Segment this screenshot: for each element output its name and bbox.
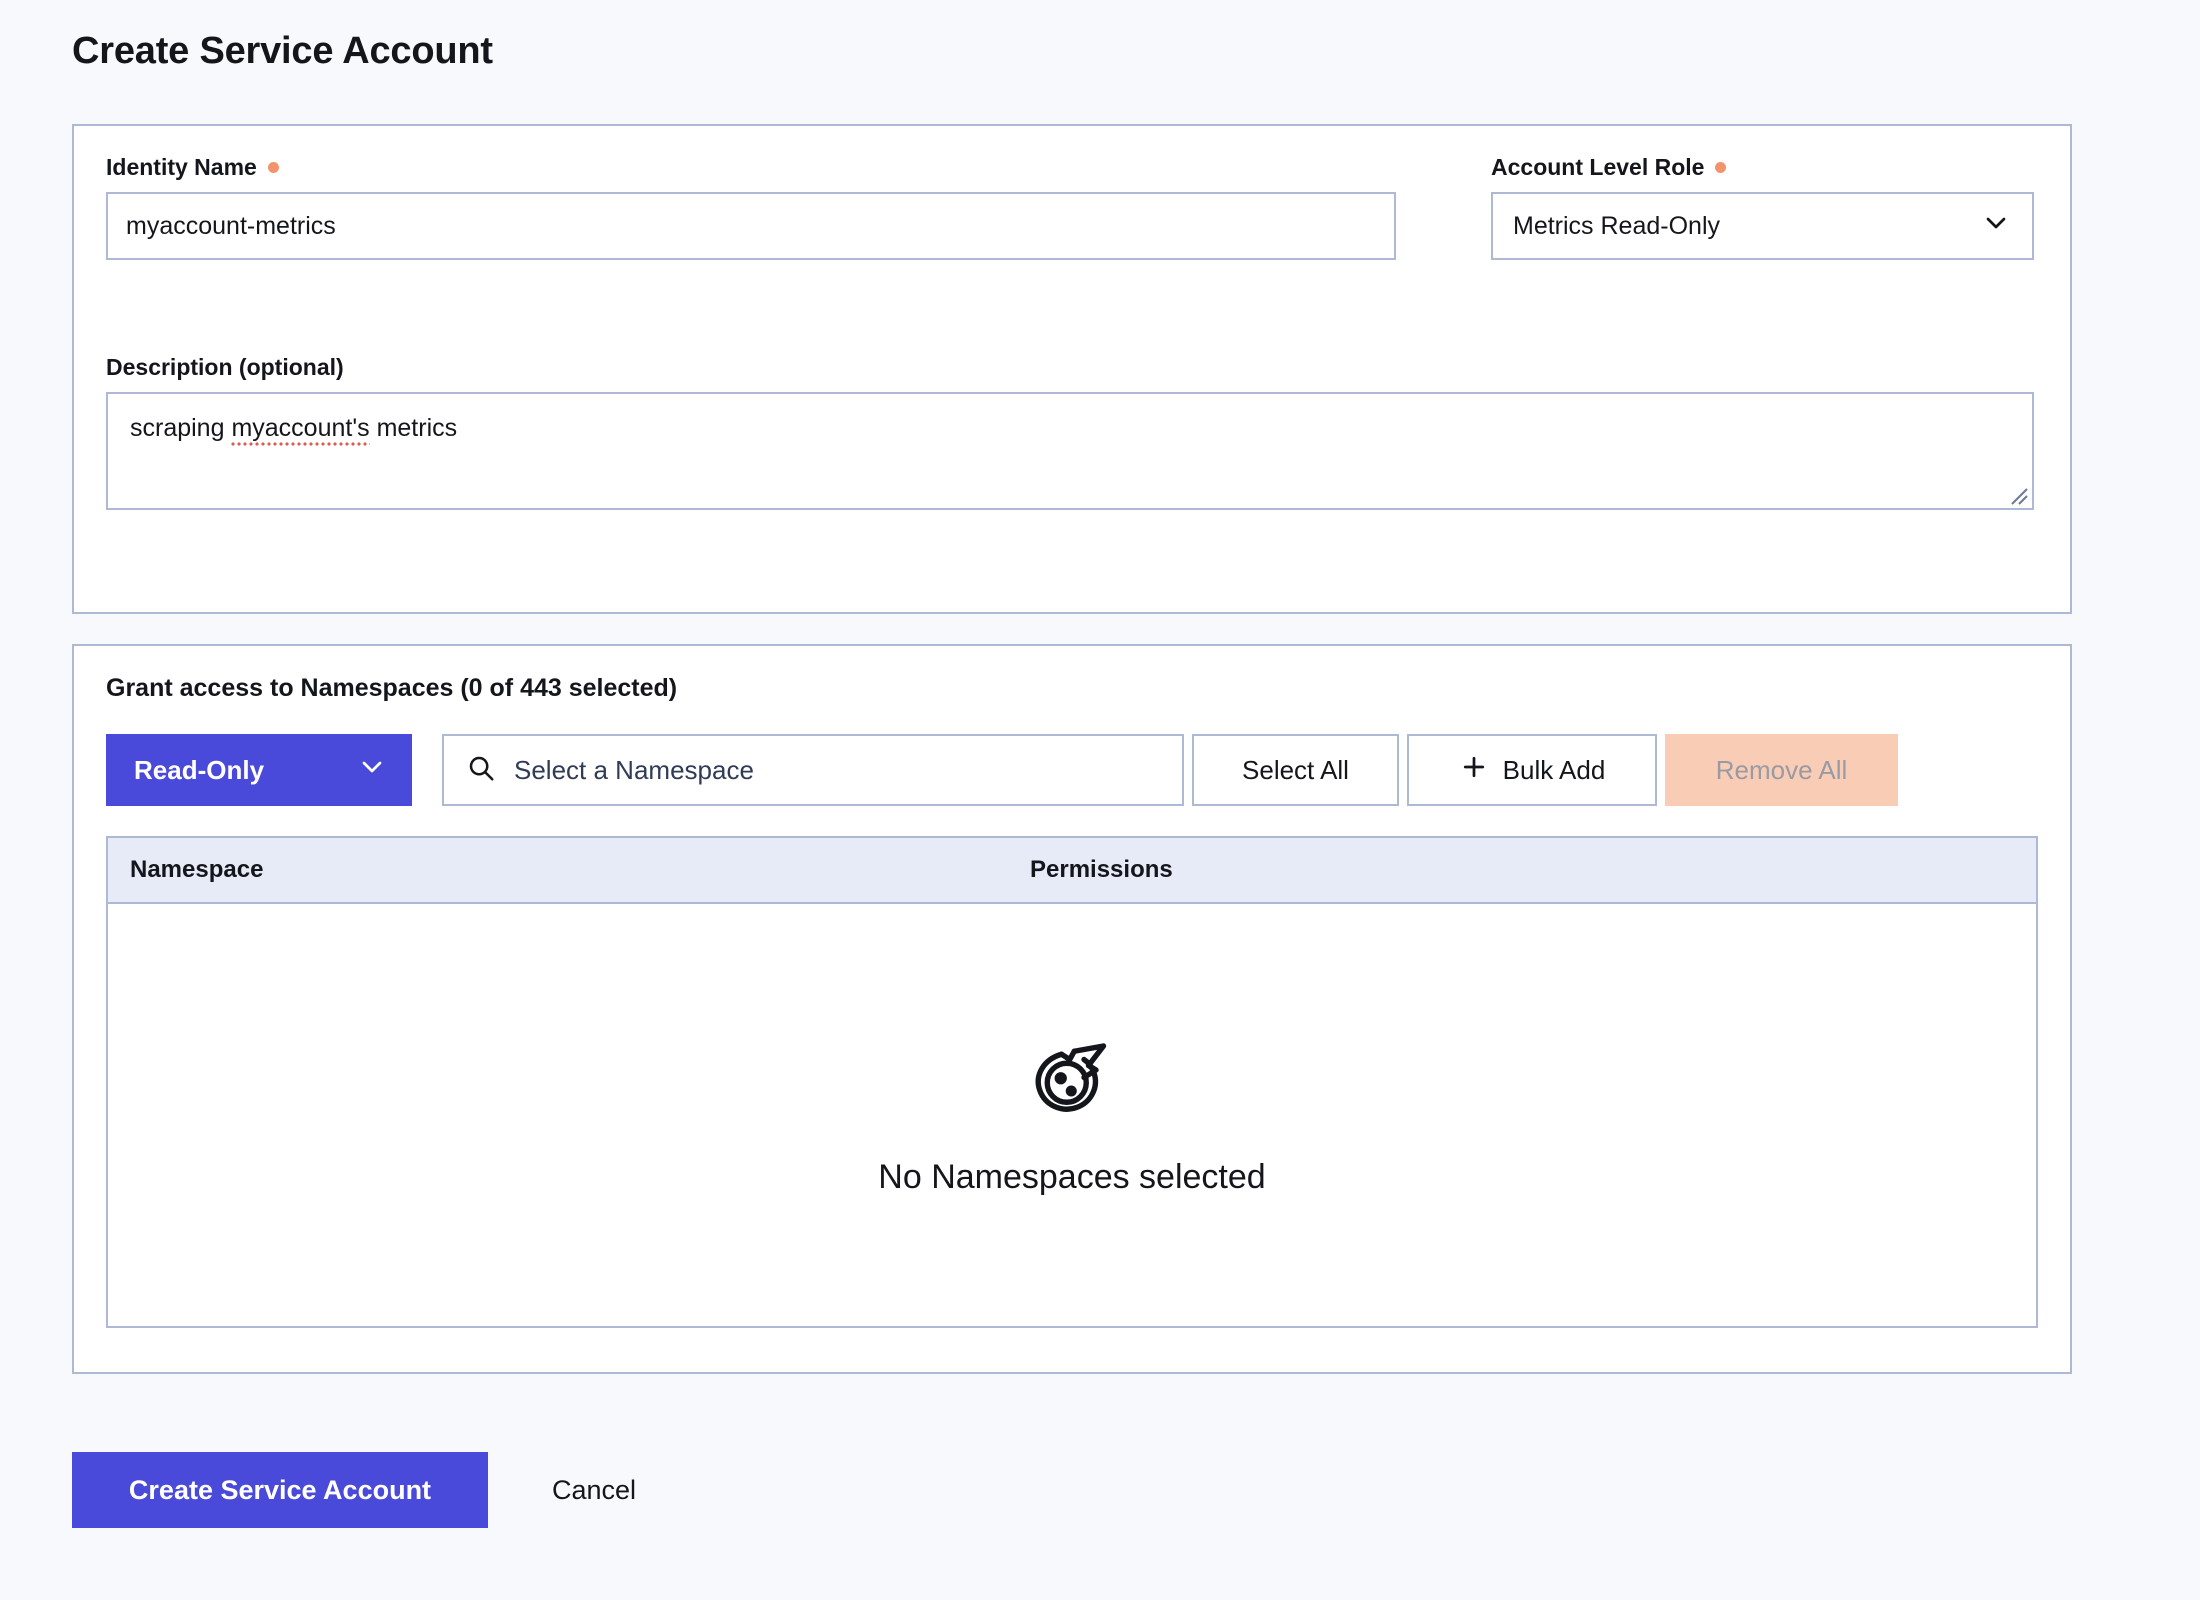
textarea-resize-handle[interactable] [2006,483,2028,505]
description-label: Description (optional) [106,354,344,381]
description-textarea[interactable]: scraping myaccount's metrics [106,392,2034,510]
description-label-text: Description (optional) [106,354,344,380]
column-header-permissions: Permissions [1030,856,1173,883]
account-level-role-value: Metrics Read-Only [1513,211,1720,240]
empty-state-text: No Namespaces selected [878,1158,1266,1196]
namespace-search-input[interactable]: Select a Namespace [514,754,754,785]
bulk-add-label: Bulk Add [1502,754,1606,785]
identity-name-label-text: Identity Name [106,154,257,180]
namespaces-empty-state: No Namespaces selected [108,904,2036,1324]
identity-name-input[interactable] [106,192,1396,260]
identity-name-label: Identity Name [106,154,279,181]
bulk-add-button[interactable]: Bulk Add [1407,734,1657,806]
description-value-misspelled: myaccount's [231,414,370,448]
cancel-button[interactable]: Cancel [552,1452,636,1528]
description-value-suffix: metrics [369,414,458,442]
column-header-namespace: Namespace [130,856,264,883]
chevron-down-icon [356,751,388,790]
search-icon [466,753,496,788]
account-level-role-label: Account Level Role [1491,154,1727,181]
permission-level-value: Read-Only [134,754,265,785]
description-value-prefix: scraping [130,414,232,442]
create-service-account-button[interactable]: Create Service Account [72,1452,488,1528]
namespace-search-box[interactable]: Select a Namespace [442,734,1184,806]
grant-namespaces-heading: Grant access to Namespaces (0 of 443 sel… [106,674,678,702]
page-title: Create Service Account [72,30,493,72]
description-value: scraping myaccount's metrics [130,414,458,448]
namespaces-table: Namespace Permissions No Namespaces sele… [106,836,2038,1328]
comet-icon [1024,1031,1120,1132]
remove-all-button: Remove All [1665,734,1898,806]
grant-namespaces-card: Grant access to Namespaces (0 of 443 sel… [72,644,2072,1374]
required-dot-icon [1715,162,1727,173]
account-level-role-label-text: Account Level Role [1491,154,1705,180]
chevron-down-icon [1980,207,2012,246]
identity-details-card: Identity Name Account Level Role Metrics… [72,124,2072,614]
namespaces-toolbar: Read-Only Select a Namespace Select All … [106,734,1898,806]
table-header-row: Namespace Permissions [108,838,2036,904]
account-level-role-select[interactable]: Metrics Read-Only [1491,192,2034,260]
plus-icon [1459,752,1489,789]
required-dot-icon [267,162,279,173]
select-all-button[interactable]: Select All [1192,734,1399,806]
permission-level-dropdown[interactable]: Read-Only [106,734,412,806]
